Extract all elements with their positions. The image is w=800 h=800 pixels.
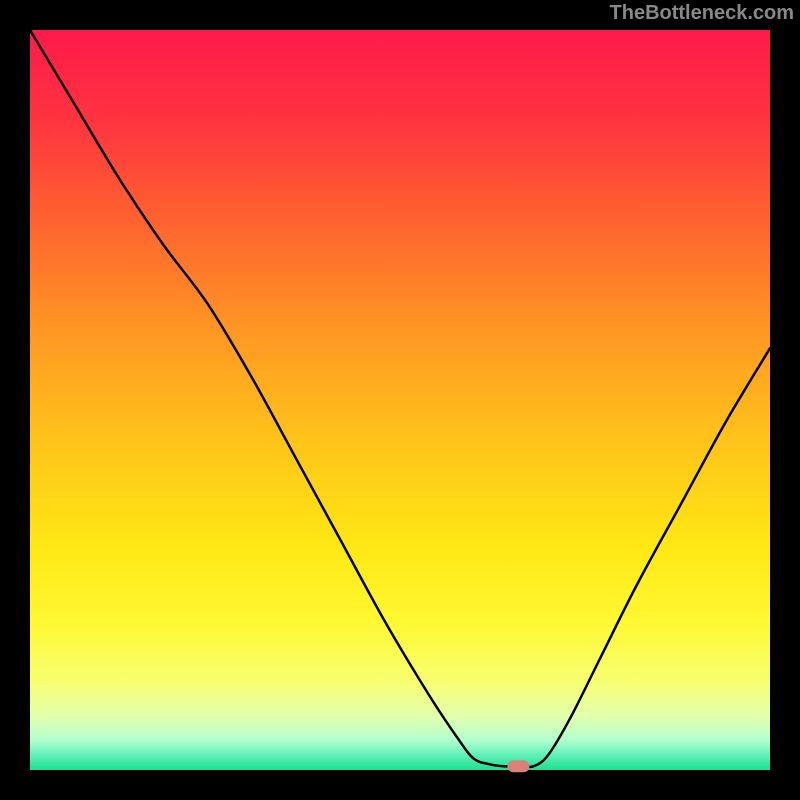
chart-container: TheBottleneck.com <box>0 0 800 800</box>
bottleneck-chart <box>0 0 800 800</box>
watermark-text: TheBottleneck.com <box>610 2 794 25</box>
chart-plot-background <box>30 30 770 770</box>
sweet-spot-marker <box>507 760 529 772</box>
